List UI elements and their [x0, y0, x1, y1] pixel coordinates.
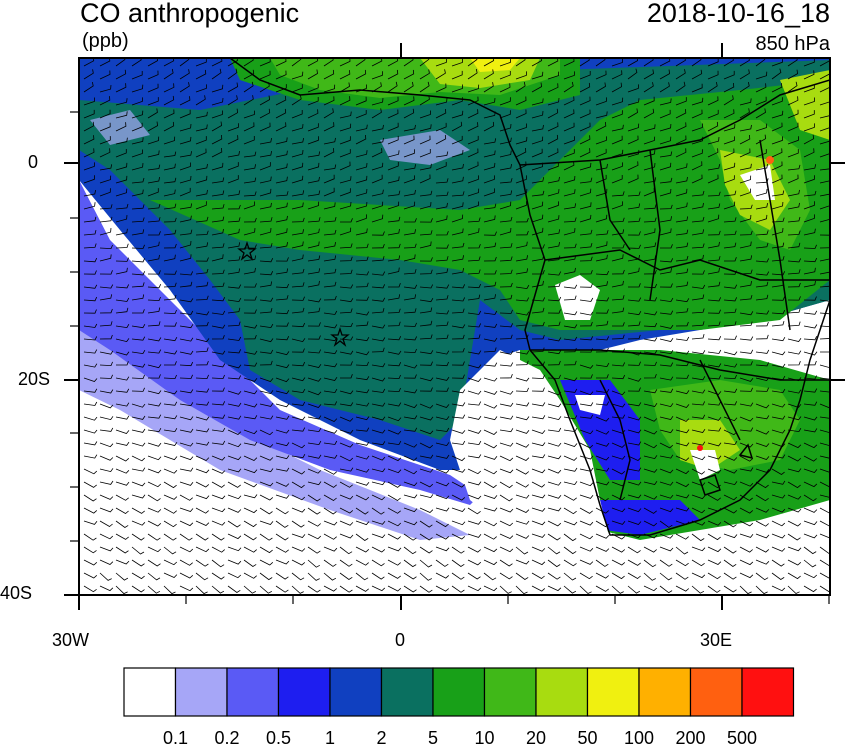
- colorbar-swatch: [380, 667, 434, 717]
- lat-label-20s: 20S: [18, 369, 51, 389]
- colorbar-swatch: [329, 667, 383, 717]
- site-markers: [237, 240, 350, 347]
- star-marker-1: [237, 240, 257, 261]
- colorbar: [123, 667, 795, 717]
- lat-label-40s: 40S: [0, 583, 33, 603]
- colorbar-swatch: [123, 667, 177, 717]
- colorbar-label: 20: [525, 728, 547, 748]
- colorbar-label: 50: [577, 728, 598, 748]
- colorbar-label: 5: [427, 728, 438, 748]
- pressure-level-label: 850 hPa: [755, 33, 830, 55]
- wind-barbs: [83, 58, 830, 595]
- colorbar-label: 10: [474, 728, 495, 748]
- lon-label-30e: 30E: [700, 630, 733, 650]
- colorbar-swatch: [586, 667, 640, 717]
- colorbar-label: 1: [324, 728, 335, 748]
- star-marker-2: [330, 326, 350, 347]
- colorbar-swatch: [741, 667, 795, 717]
- colorbar-swatch: [535, 667, 589, 717]
- colorbar-label: 500: [726, 728, 758, 748]
- colorbar-swatch: [638, 667, 692, 717]
- colorbar-label: 0.2: [214, 728, 240, 748]
- lon-label-30w: 30W: [52, 630, 90, 650]
- colorbar-swatch: [277, 667, 331, 717]
- colorbar-label: 100: [623, 728, 655, 748]
- lon-label-0: 0: [395, 630, 406, 650]
- lat-label-0: 0: [28, 152, 39, 172]
- colorbar-label: 0.5: [265, 728, 292, 748]
- colorbar-swatch: [689, 667, 743, 717]
- colorbar-swatch: [174, 667, 228, 717]
- colorbar-label: 0.1: [162, 728, 189, 748]
- minor-ticks: [70, 111, 830, 604]
- datetime-label: 2018-10-16_18: [646, 0, 830, 28]
- units-label: (ppb): [82, 30, 129, 52]
- colorbar-label: 2: [376, 728, 387, 748]
- colorbar-swatch: [483, 667, 537, 717]
- coastlines: [229, 58, 830, 536]
- colorbar-swatch: [226, 667, 280, 717]
- axis-ticks: [64, 43, 845, 610]
- map-title: CO anthropogenic: [80, 0, 300, 28]
- colorbar-label: 200: [675, 728, 706, 748]
- colorbar-swatch: [432, 667, 486, 717]
